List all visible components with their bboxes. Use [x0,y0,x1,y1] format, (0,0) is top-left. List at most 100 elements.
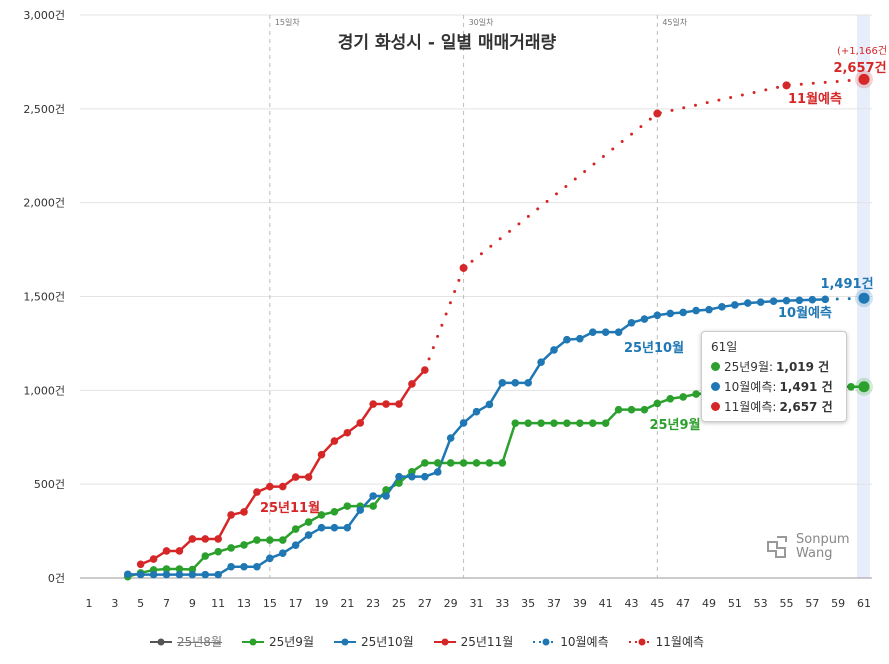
data-point [240,541,248,549]
data-point [343,428,352,437]
data-point [550,419,558,427]
data-point [291,541,300,549]
x-tick-label: 23 [366,597,380,610]
data-point [459,459,468,467]
logo-text: Sonpum [796,532,850,547]
x-tick-label: 53 [754,597,768,610]
series-line-25년11월 [140,369,426,566]
data-point [858,381,870,393]
label-nov: 25년11월 [260,500,320,516]
data-point [395,472,403,481]
data-point [408,380,416,388]
data-point [421,366,429,374]
data-point [537,358,545,366]
series-line-11월예측 [423,77,866,372]
chart-title: 경기 화성시 - 일별 매매거래량 [338,33,557,53]
data-point [382,486,390,494]
data-point [601,419,610,427]
legend-label: 25년11월 [460,635,514,649]
data-point [537,419,545,427]
x-tick-label: 51 [728,597,742,610]
data-point [240,562,248,571]
data-point [459,263,468,272]
data-point [640,405,649,414]
data-point [214,570,222,579]
data-point [679,393,687,401]
data-point [201,535,210,543]
legend-item-sep[interactable]: 25년9월 [242,633,314,650]
data-point [317,523,326,532]
x-tick-label: 15 [263,597,277,610]
legend-label: 11월예측 [655,635,705,649]
legend: 25년8월 25년9월 25년10월 25년11월 10월예측 11월예측 [150,633,704,650]
x-tick-label: 5 [137,597,144,610]
legend-item-oct-forecast[interactable]: 10월예측 [533,633,609,650]
logo: Sonpum Wang [765,533,850,561]
data-point [433,468,442,476]
data-point [304,531,313,539]
data-point [498,459,507,467]
data-point [666,309,675,318]
label-sep: 25년9월 [649,417,700,433]
x-tick-label: 31 [470,597,484,610]
tooltip-row: 25년9월: 1,019 건 [711,358,837,375]
data-point [162,565,171,573]
x-tick-label: 61 [857,597,871,610]
data-point [278,536,287,544]
data-point [524,419,532,427]
y-tick-label: 2,500건 [23,103,65,116]
data-point [653,399,662,408]
data-point [640,315,649,323]
legend-item-oct[interactable]: 25년10월 [334,633,414,650]
legend-label: 25년8월 [177,635,222,649]
data-point [511,419,520,427]
data-point [266,554,274,563]
data-point [743,299,752,307]
data-point [731,301,739,309]
y-tick-label: 1,000건 [23,384,65,397]
x-tick-label: 3 [111,597,118,610]
data-point [343,523,352,532]
data-point [369,502,377,510]
data-point [446,459,455,467]
data-point [240,508,248,516]
data-point [123,570,132,579]
legend-item-aug[interactable]: 25년8월 [150,633,222,650]
data-point [821,295,830,304]
data-point [343,502,352,510]
tooltip-label: 11월예측: [724,400,777,414]
data-point [253,536,261,544]
x-tick-label: 27 [418,597,432,610]
data-point [421,459,429,467]
data-point [317,450,326,459]
y-tick-label: 0건 [48,572,65,585]
data-point [356,506,365,514]
x-tick-label: 25 [392,597,406,610]
data-point [201,570,210,579]
data-point [459,419,468,427]
x-tick-label: 33 [495,597,509,610]
x-tick-label: 7 [163,597,170,610]
x-tick-label: 37 [547,597,561,610]
data-point [627,318,636,327]
data-point [201,552,210,560]
data-point [175,570,184,579]
x-tick-label: 49 [702,597,716,610]
label-oct-forecast: 10월예측 [778,305,832,321]
tooltip-label: 10월예측: [724,380,777,394]
legend-item-nov[interactable]: 25년11월 [433,633,514,650]
data-point [601,328,610,336]
x-tick-label: 1 [86,597,93,610]
marker-label: 30일차 [469,18,495,27]
data-point [858,292,870,304]
data-point [433,459,442,467]
legend-item-nov-forecast[interactable]: 11월예측 [628,633,705,650]
data-point [175,565,184,573]
data-point [214,535,222,543]
label-oct: 25년10월 [624,340,684,356]
label-nov-forecast: 11월예측 [788,91,842,107]
x-tick-label: 59 [831,597,845,610]
x-tick-label: 55 [780,597,794,610]
data-point [653,311,662,320]
data-point [408,472,416,481]
